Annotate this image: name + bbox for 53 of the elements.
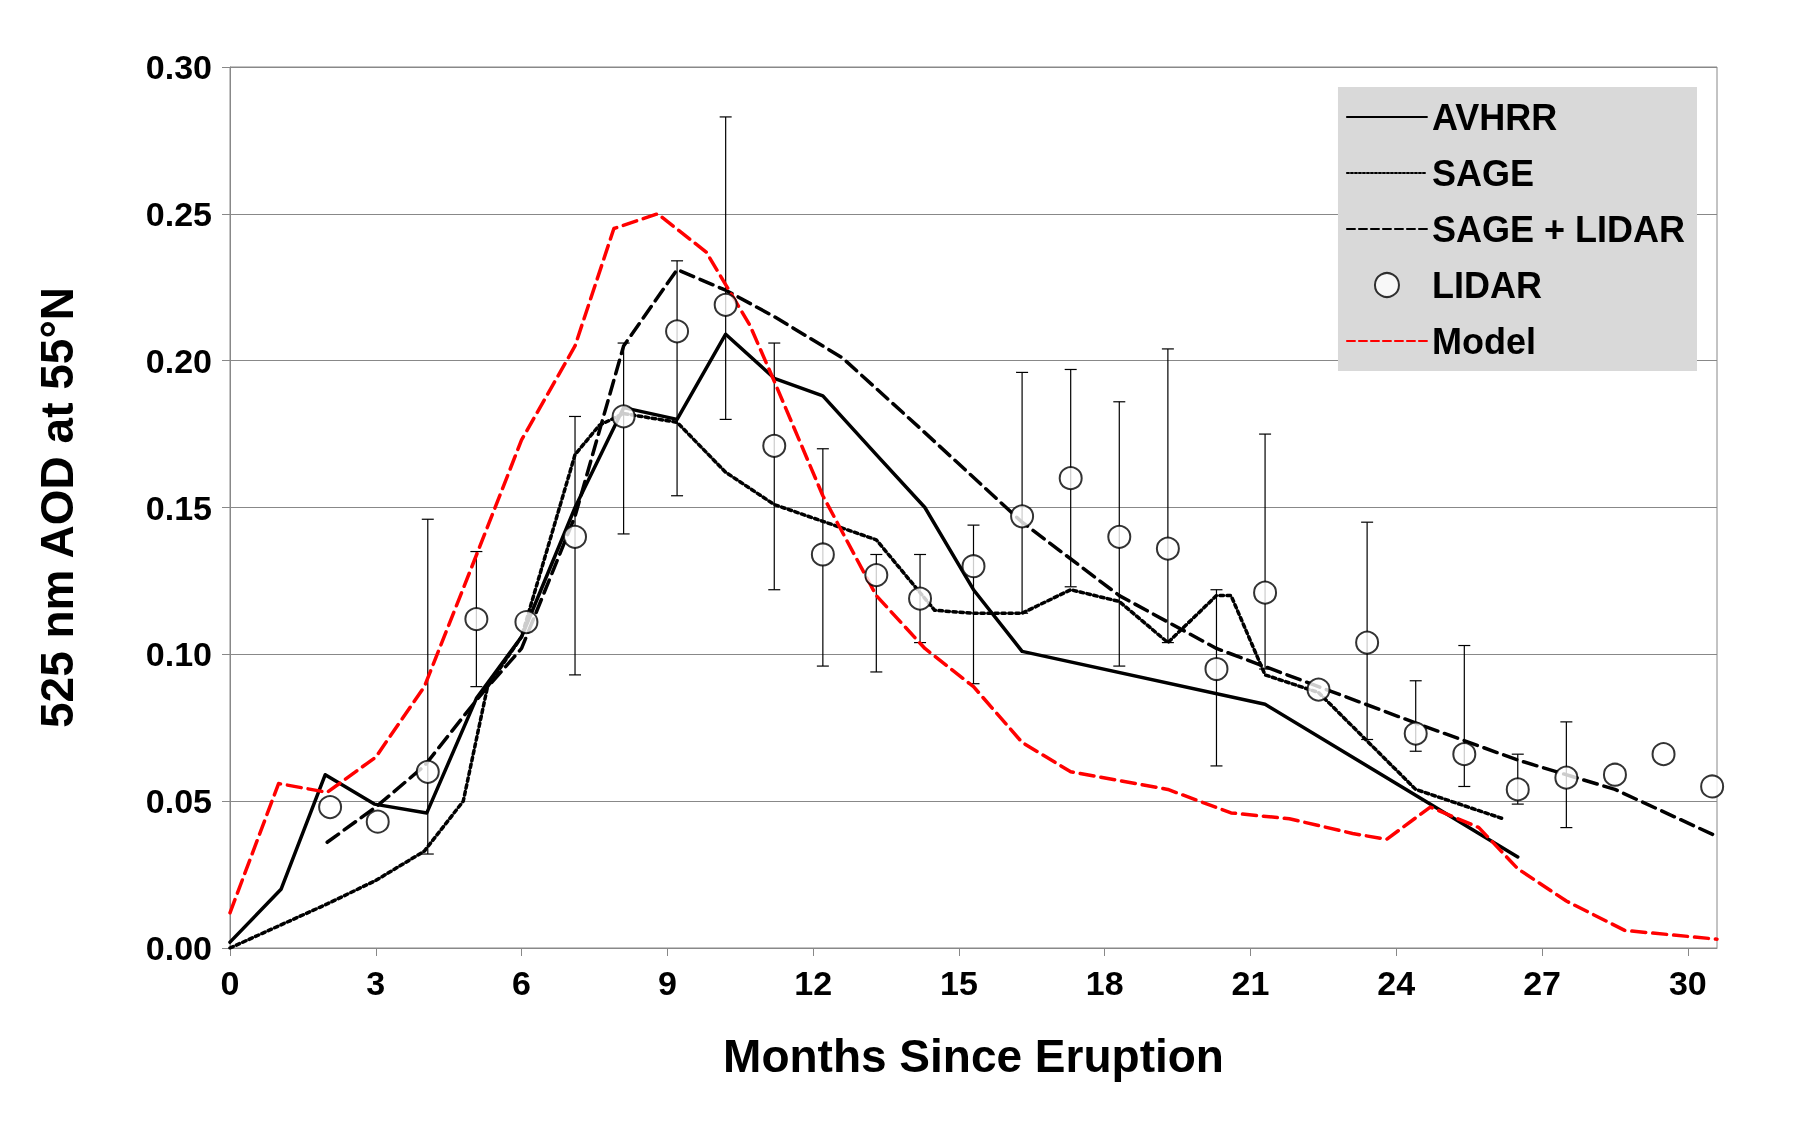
point — [1306, 677, 1331, 702]
x-tick-label: 3 — [366, 964, 386, 1002]
point — [961, 554, 986, 579]
y-tick-label: 0.05 — [145, 782, 212, 821]
point — [514, 610, 539, 635]
x-axis-title: Months Since Eruption — [723, 1030, 1224, 1082]
y-tick-label: 0.30 — [145, 48, 212, 86]
legend-label: LIDAR — [1431, 264, 1542, 306]
point — [1058, 466, 1083, 491]
point — [665, 319, 690, 344]
point — [864, 563, 889, 588]
x-tick-label: 6 — [512, 964, 532, 1002]
point — [1155, 536, 1180, 561]
y-tick-label: 0.15 — [145, 488, 212, 527]
x-tick-label: 12 — [794, 964, 833, 1002]
point — [1204, 657, 1229, 682]
x-tick-label: 0 — [220, 964, 240, 1002]
point — [611, 404, 636, 429]
point — [1554, 765, 1579, 790]
y-tick-label: 0.25 — [145, 194, 212, 233]
point — [1602, 762, 1627, 787]
point — [1355, 630, 1380, 655]
point — [1452, 742, 1477, 767]
x-tick-label: 15 — [940, 964, 978, 1002]
legend-label: AVHRR — [1431, 96, 1558, 138]
point — [415, 759, 440, 784]
x-tick-label: 21 — [1231, 964, 1270, 1002]
point — [1403, 721, 1428, 746]
x-tick-label: 18 — [1085, 964, 1124, 1002]
legend-label: Model — [1431, 320, 1536, 362]
point — [1253, 580, 1278, 605]
y-tick-label: 0.00 — [145, 929, 212, 967]
y-tick-label: 0.20 — [145, 341, 212, 380]
y-tick-label: 0.10 — [145, 635, 212, 674]
x-tick-label: 9 — [657, 964, 677, 1002]
point — [762, 433, 787, 458]
point — [810, 542, 835, 567]
x-tick-label: 24 — [1377, 964, 1416, 1002]
x-tick-label: 30 — [1668, 964, 1707, 1002]
x-tick-label: 27 — [1523, 964, 1561, 1002]
legend-label: SAGE — [1431, 152, 1534, 194]
point — [1651, 742, 1676, 767]
point — [908, 586, 933, 611]
point — [1700, 774, 1725, 799]
point — [1505, 777, 1530, 802]
point — [563, 524, 588, 549]
y-axis-title: 525 nm AOD at 55°N — [31, 286, 83, 729]
point — [464, 607, 489, 632]
point — [1107, 524, 1132, 549]
point — [713, 292, 738, 317]
legend-label: SAGE + LIDAR — [1431, 208, 1686, 250]
point — [318, 795, 343, 820]
point — [1010, 504, 1035, 529]
